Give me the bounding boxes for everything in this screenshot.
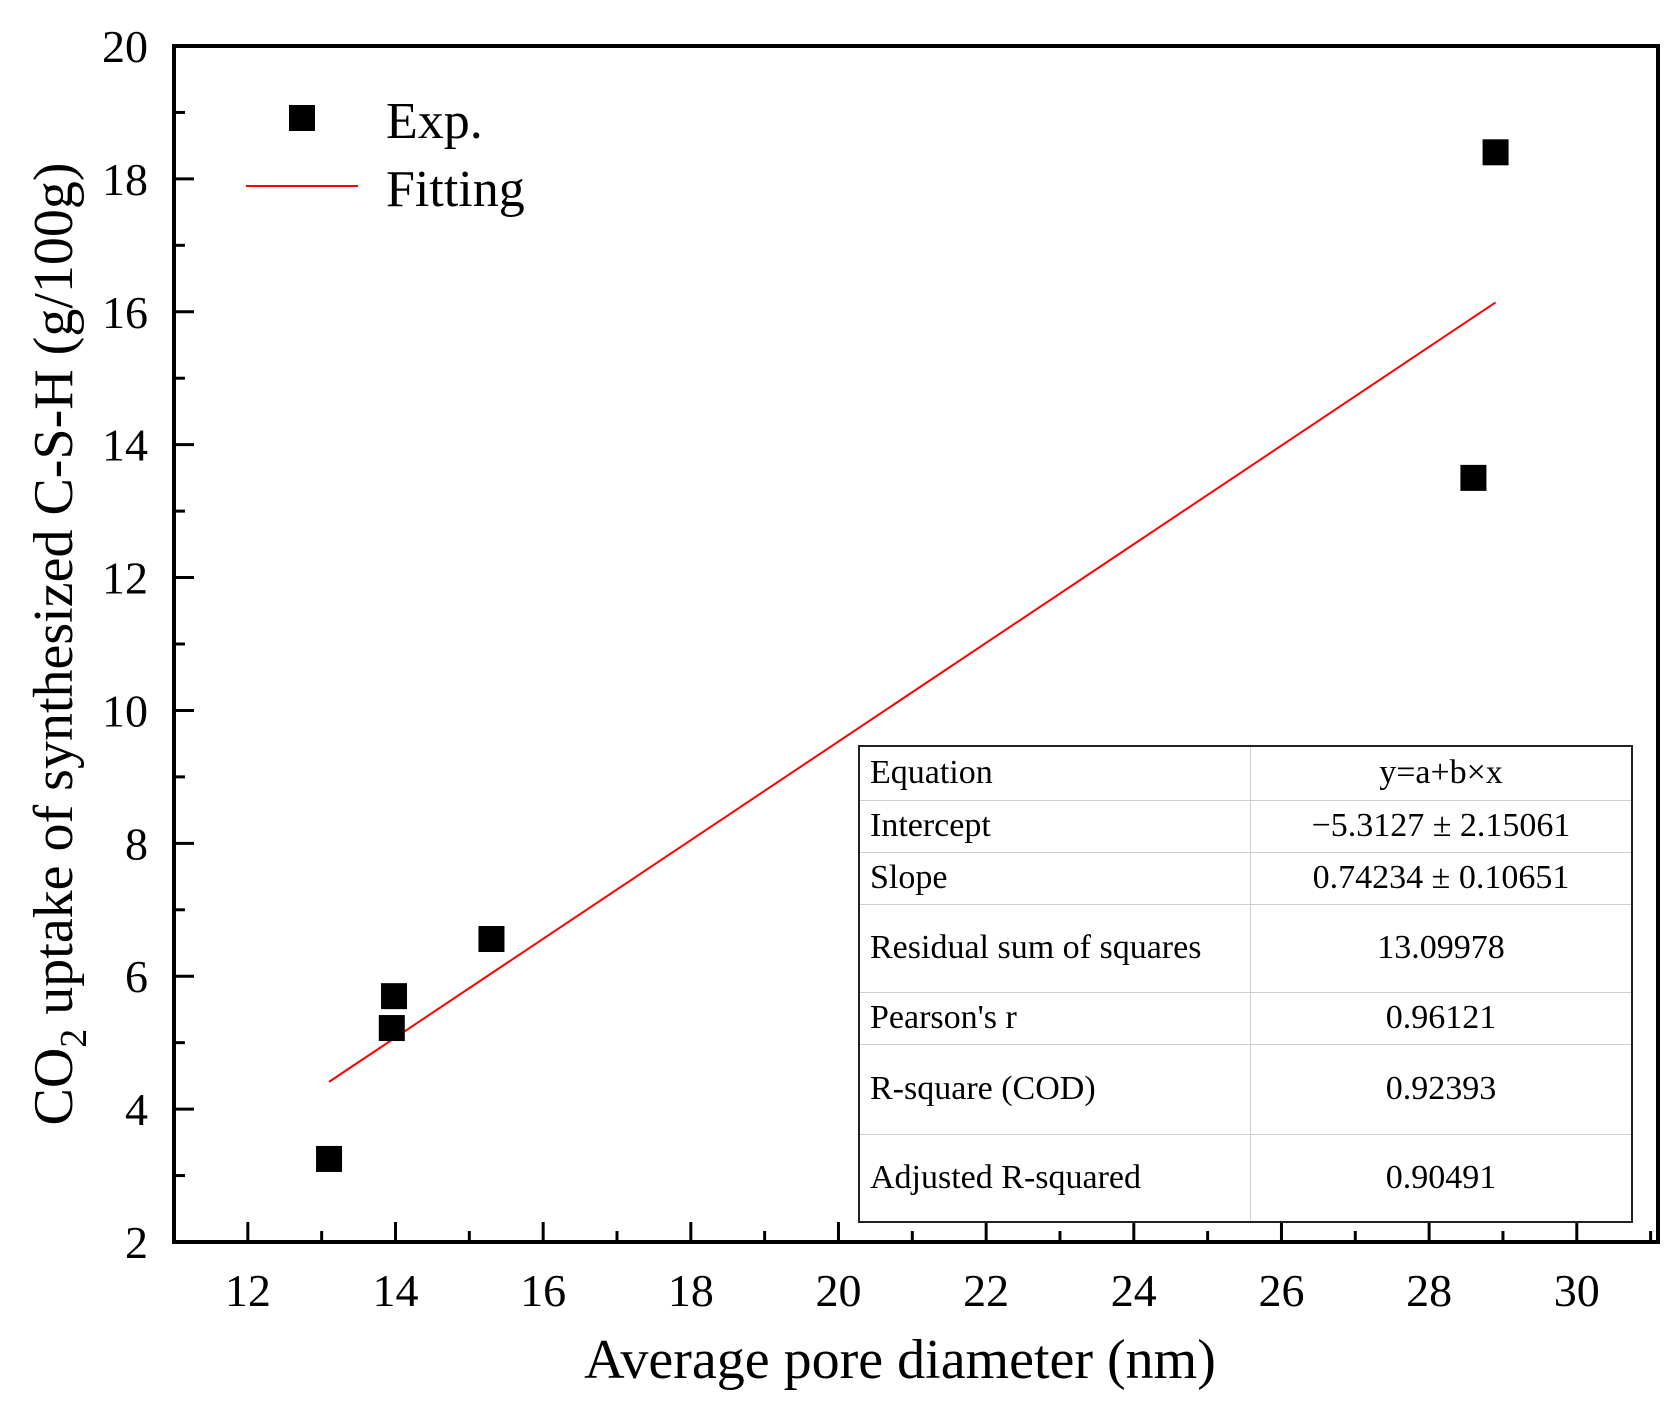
table-key: Equation [858,745,1251,801]
plot-frame [172,44,1660,1244]
x-tick-label: 24 [1111,1265,1157,1316]
x-tick-label: 22 [963,1265,1009,1316]
data-point [1460,464,1487,491]
table-value: 0.74234 ± 0.10651 [1250,851,1633,905]
data-point [381,983,408,1010]
y-tick-label: 10 [102,685,148,736]
x-axis-title: Average pore diameter (nm) [584,1329,1216,1391]
table-row: Adjusted R-squared 0.90491 [858,1133,1633,1223]
table-value: 0.90491 [1250,1133,1633,1223]
y-axis-title: CO2 uptake of synthesized C-S-H (g/100g) [23,162,95,1125]
table-row: Pearson's r 0.96121 [858,991,1633,1045]
x-tick-label: 14 [372,1265,418,1316]
table-row: Slope 0.74234 ± 0.10651 [858,851,1633,905]
legend-fitting-label: Fitting [386,161,525,218]
y-tick-label: 16 [102,287,148,338]
y-tick-label: 18 [102,154,148,205]
y-tick-label: 12 [102,553,148,604]
x-tick-label: 16 [520,1265,566,1316]
y-tick-labels: 2 4 6 8 10 12 14 16 18 20 [102,21,148,1268]
x-tick-label: 18 [668,1265,714,1316]
table-key: Slope [858,851,1251,905]
table-key: Pearson's r [858,991,1251,1045]
data-point [478,926,505,953]
fit-results-table: Equation y=a+b×x Intercept −5.3127 ± 2.150… [858,745,1633,1223]
table-row: Residual sum of squares 13.09978 [858,903,1633,993]
data-point [316,1145,343,1172]
table-key: Residual sum of squares [858,903,1251,993]
data-points [316,139,1509,1172]
table-value: 0.96121 [1250,991,1633,1045]
table-row: Intercept −5.3127 ± 2.15061 [858,799,1633,853]
table-value: 13.09978 [1250,903,1633,993]
y-tick-label: 2 [125,1217,148,1268]
x-tick-label: 28 [1406,1265,1452,1316]
table-key: Adjusted R-squared [858,1133,1251,1223]
y-tick-label: 8 [125,818,148,869]
y-tick-label: 4 [125,1084,148,1135]
table-key: Intercept [858,799,1251,853]
y-tick-label: 14 [102,420,148,471]
legend-exp-marker [289,105,315,131]
fit-line-group [328,301,1497,1083]
legend-exp-label: Exp. [386,93,483,150]
data-point [1482,139,1509,166]
y-tick-label: 6 [125,951,148,1002]
x-tick-label: 26 [1258,1265,1304,1316]
table-row: R-square (COD) 0.92393 [858,1043,1633,1135]
table-value: y=a+b×x [1250,745,1633,801]
x-tick-label: 30 [1554,1265,1600,1316]
table-row: Equation y=a+b×x [858,745,1633,801]
table-value: −5.3127 ± 2.15061 [1250,799,1633,853]
x-tick-labels: 12 14 16 18 20 22 24 26 28 30 [225,1265,1600,1316]
y-tick-label: 20 [102,21,148,72]
x-tick-label: 20 [815,1265,861,1316]
data-point [378,1015,405,1042]
fit-line [328,301,1497,1083]
legend: Exp. Fitting [246,93,525,218]
table-value: 0.92393 [1250,1043,1633,1135]
x-tick-label: 12 [225,1265,271,1316]
table-key: R-square (COD) [858,1043,1251,1135]
